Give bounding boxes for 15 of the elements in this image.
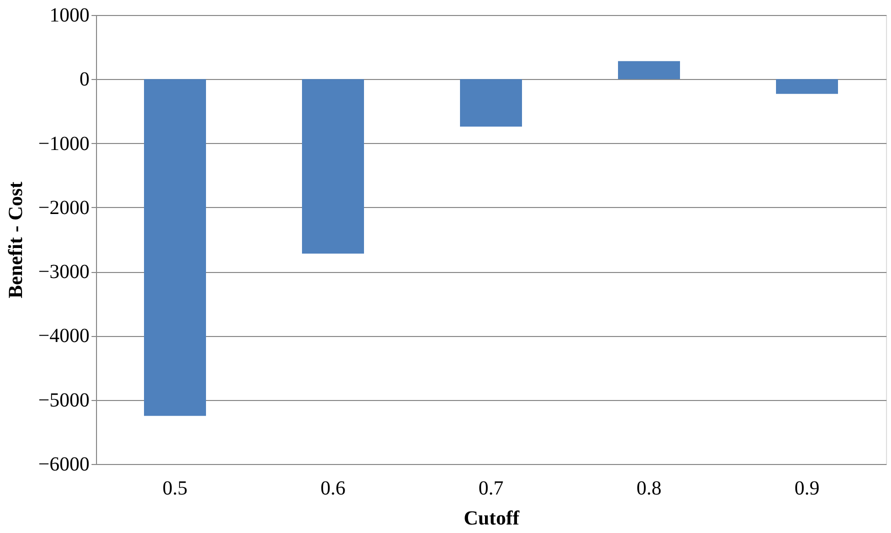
x-axis-title: Cutoff	[464, 508, 520, 530]
y-tick-label: 1000	[50, 4, 90, 26]
y-axis-title: Benefit - Cost	[5, 181, 28, 298]
x-tick-label: 0.7	[478, 478, 504, 500]
y-tick-label: −6000	[38, 454, 90, 476]
y-tick-label: −2000	[38, 196, 90, 219]
x-tick-label: 0.8	[636, 478, 662, 500]
y-tick-label: −4000	[38, 325, 90, 348]
y-tick-label: −1000	[38, 132, 90, 155]
y-tick-label: 0	[80, 68, 90, 91]
x-tick-label: 0.9	[794, 478, 820, 500]
y-tick-label: −3000	[38, 261, 90, 284]
y-tick-label: −5000	[38, 389, 90, 412]
x-tick-label: 0.5	[162, 478, 188, 500]
x-tick-label: 0.6	[320, 478, 346, 500]
